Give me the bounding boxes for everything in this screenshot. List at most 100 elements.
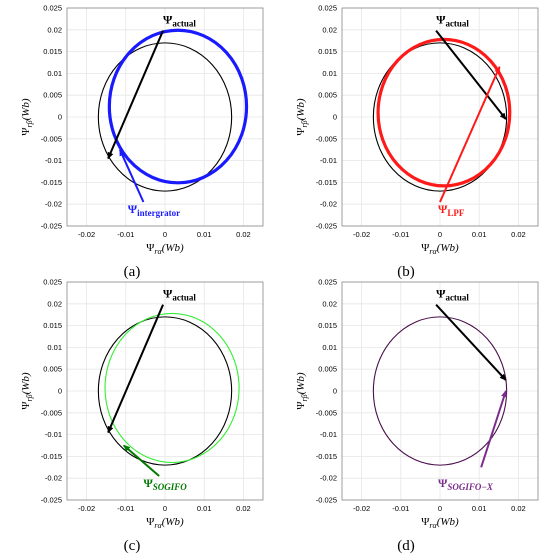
x-tick-label: 0.01: [472, 230, 487, 239]
y-tick-label: 0: [333, 113, 337, 122]
plot-frame: [341, 7, 539, 227]
y-tick-label: 0.005: [318, 91, 337, 100]
y-tick-label: -0.025: [41, 222, 62, 231]
x-tick-label: -0.02: [78, 504, 95, 513]
x-tick-label: -0.01: [117, 504, 134, 513]
y-tick-label: 0.02: [47, 25, 62, 34]
annotation-arrow: [435, 303, 507, 381]
annotation-label: Ψactual: [163, 12, 196, 28]
y-tick-label: 0.025: [318, 4, 337, 13]
flux-trajectory-1: [376, 37, 512, 188]
y-tick-label: -0.025: [316, 222, 337, 231]
annotation-label: Ψactual: [163, 286, 196, 302]
y-axis-label: Ψrβ(Wb): [20, 98, 34, 136]
subcaption: (c): [124, 538, 141, 554]
y-tick-label: -0.015: [316, 178, 337, 187]
annotation-label: Ψactual: [436, 286, 469, 302]
x-tick-label: 0.01: [197, 230, 212, 239]
panel-d: -0.02 -0.01 0 0.01 0.02 0.025 0.02 0.015 0.01 0.0…: [295, 278, 539, 554]
y-tick-label: 0.01: [47, 69, 62, 78]
x-tick-label: -0.01: [392, 504, 409, 513]
panel-b: -0.02 -0.01 0 0.01 0.02 0.025 0.02 0.015 0.01 0.0…: [295, 4, 539, 280]
x-tick-label: 0: [438, 504, 442, 513]
flux-trajectory-1: [107, 28, 249, 185]
x-tick-label: -0.02: [78, 230, 95, 239]
x-tick-label: 0.02: [236, 230, 251, 239]
y-tick-label: -0.02: [320, 474, 337, 483]
x-tick-label: 0: [438, 230, 442, 239]
y-tick-label: 0: [58, 387, 62, 396]
annotation-label: Ψactual: [436, 12, 469, 28]
annotation-arrow: [439, 65, 501, 203]
y-tick-label: -0.005: [316, 134, 337, 143]
y-tick-label: 0.01: [322, 343, 337, 352]
x-tick-label: 0: [163, 230, 167, 239]
y-tick-label: -0.025: [41, 496, 62, 505]
y-tick-label: -0.015: [41, 178, 62, 187]
plot-frame: [66, 281, 264, 501]
y-tick-label: -0.01: [320, 430, 337, 439]
y-tick-label: -0.015: [41, 452, 62, 461]
x-tick-label: 0.01: [472, 504, 487, 513]
y-tick-label: -0.02: [320, 200, 337, 209]
y-tick-label: -0.01: [45, 430, 62, 439]
y-tick-label: 0.005: [43, 365, 62, 374]
flux-trajectory-0: [372, 42, 508, 192]
y-tick-label: 0.02: [322, 299, 337, 308]
y-tick-label: 0.015: [43, 47, 62, 56]
subcaption: (d): [397, 538, 415, 554]
y-axis-label: Ψrβ(Wb): [295, 372, 309, 410]
x-tick-label: 0: [163, 504, 167, 513]
flux-trajectory-0: [97, 316, 233, 466]
y-tick-label: 0.025: [318, 278, 337, 287]
x-tick-label: -0.02: [353, 230, 370, 239]
y-tick-label: 0.025: [43, 4, 62, 13]
flux-trajectory-0: [97, 42, 233, 192]
y-tick-label: 0.02: [322, 25, 337, 34]
x-axis-label: Ψrα(Wb): [421, 516, 459, 530]
y-tick-label: 0.015: [318, 47, 337, 56]
plot-frame: [66, 7, 264, 227]
annotation-arrow: [107, 30, 164, 160]
y-tick-label: -0.025: [316, 496, 337, 505]
y-tick-label: 0: [58, 113, 62, 122]
panel-c: -0.02 -0.01 0 0.01 0.02 0.025 0.02 0.015 0.01 0.0…: [20, 278, 264, 554]
annotation-arrow: [123, 444, 160, 477]
y-tick-label: -0.005: [41, 134, 62, 143]
y-tick-label: 0.005: [318, 365, 337, 374]
y-axis-label: Ψrβ(Wb): [20, 372, 34, 410]
x-axis-label: Ψrα(Wb): [146, 242, 184, 256]
annotation-arrow: [107, 304, 164, 434]
panel-a: -0.02 -0.01 0 0.01 0.02 0.025 0.02 0.015 0.01 0.0…: [20, 4, 264, 280]
x-tick-label: 0.02: [511, 230, 526, 239]
x-tick-label: -0.01: [392, 230, 409, 239]
x-tick-label: 0.01: [197, 504, 212, 513]
y-tick-label: -0.01: [45, 156, 62, 165]
subcaption: (a): [124, 264, 141, 280]
y-tick-label: 0: [333, 387, 337, 396]
y-tick-label: -0.02: [45, 200, 62, 209]
y-tick-label: 0.01: [322, 69, 337, 78]
y-tick-label: 0.01: [47, 343, 62, 352]
y-tick-label: -0.005: [316, 408, 337, 417]
x-tick-label: -0.01: [117, 230, 134, 239]
subcaption: (b): [397, 264, 415, 280]
y-axis-label: Ψrβ(Wb): [295, 98, 309, 136]
x-tick-label: 0.02: [236, 504, 251, 513]
y-tick-label: 0.02: [47, 299, 62, 308]
annotation-arrow: [119, 148, 145, 203]
y-tick-label: -0.02: [45, 474, 62, 483]
y-tick-label: 0.005: [43, 91, 62, 100]
annotation-arrow: [480, 390, 507, 468]
plot-frame: [341, 281, 539, 501]
y-tick-label: -0.015: [316, 452, 337, 461]
y-tick-label: -0.005: [41, 408, 62, 417]
x-tick-label: 0.02: [511, 504, 526, 513]
annotation-arrow: [435, 30, 507, 120]
flux-trajectory-1: [104, 312, 240, 464]
y-tick-label: 0.015: [43, 321, 62, 330]
x-axis-label: Ψrα(Wb): [421, 242, 459, 256]
y-tick-label: -0.01: [320, 156, 337, 165]
y-tick-label: 0.025: [43, 278, 62, 287]
